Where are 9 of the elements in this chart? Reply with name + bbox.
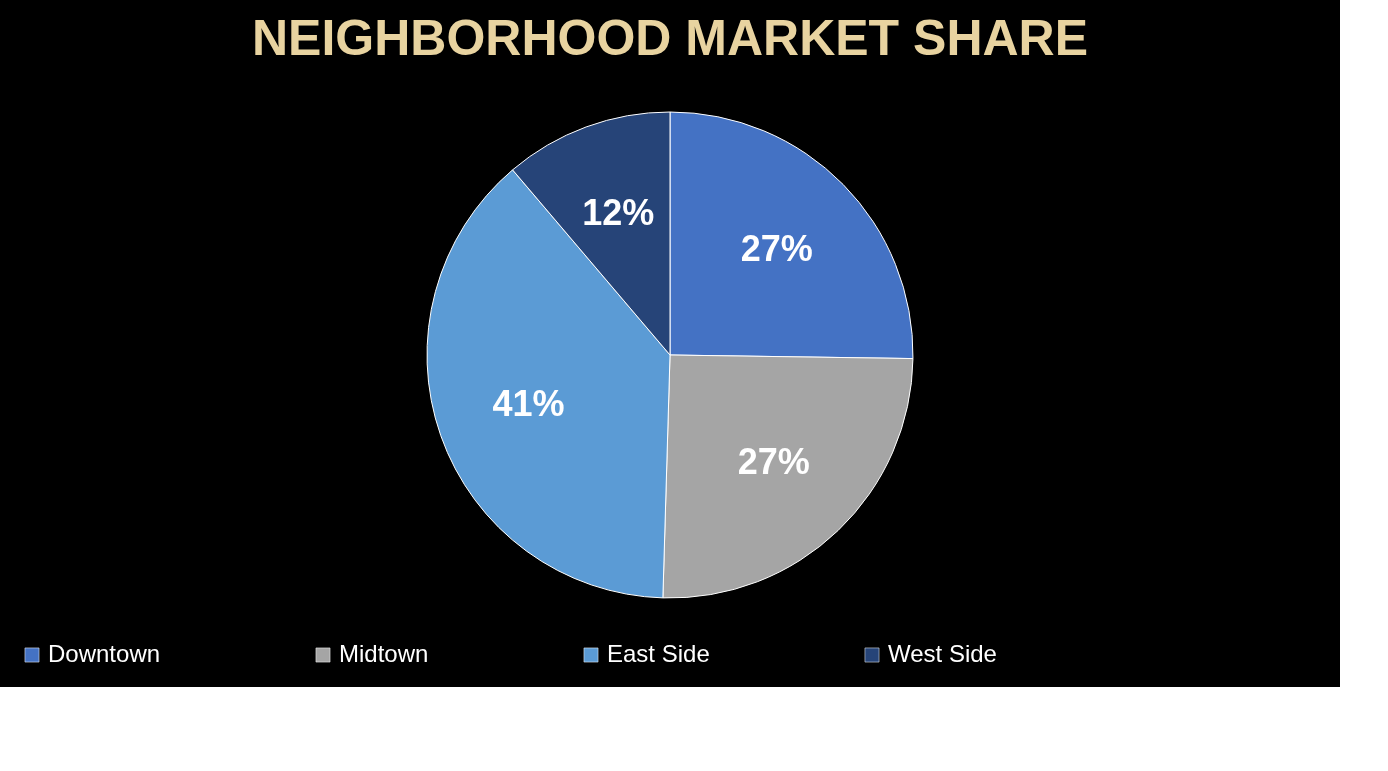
legend-label: East Side	[607, 640, 710, 667]
data-label: 12%	[582, 192, 655, 234]
data-label: 41%	[492, 382, 565, 424]
chart-title: NEIGHBORHOOD MARKET SHARE	[251, 10, 1089, 66]
legend-label: Downtown	[48, 640, 161, 667]
data-label: 27%	[740, 227, 813, 269]
legend-label: Midtown	[339, 640, 429, 667]
data-label: 27%	[737, 441, 810, 483]
legend-label: West Side	[888, 640, 997, 667]
